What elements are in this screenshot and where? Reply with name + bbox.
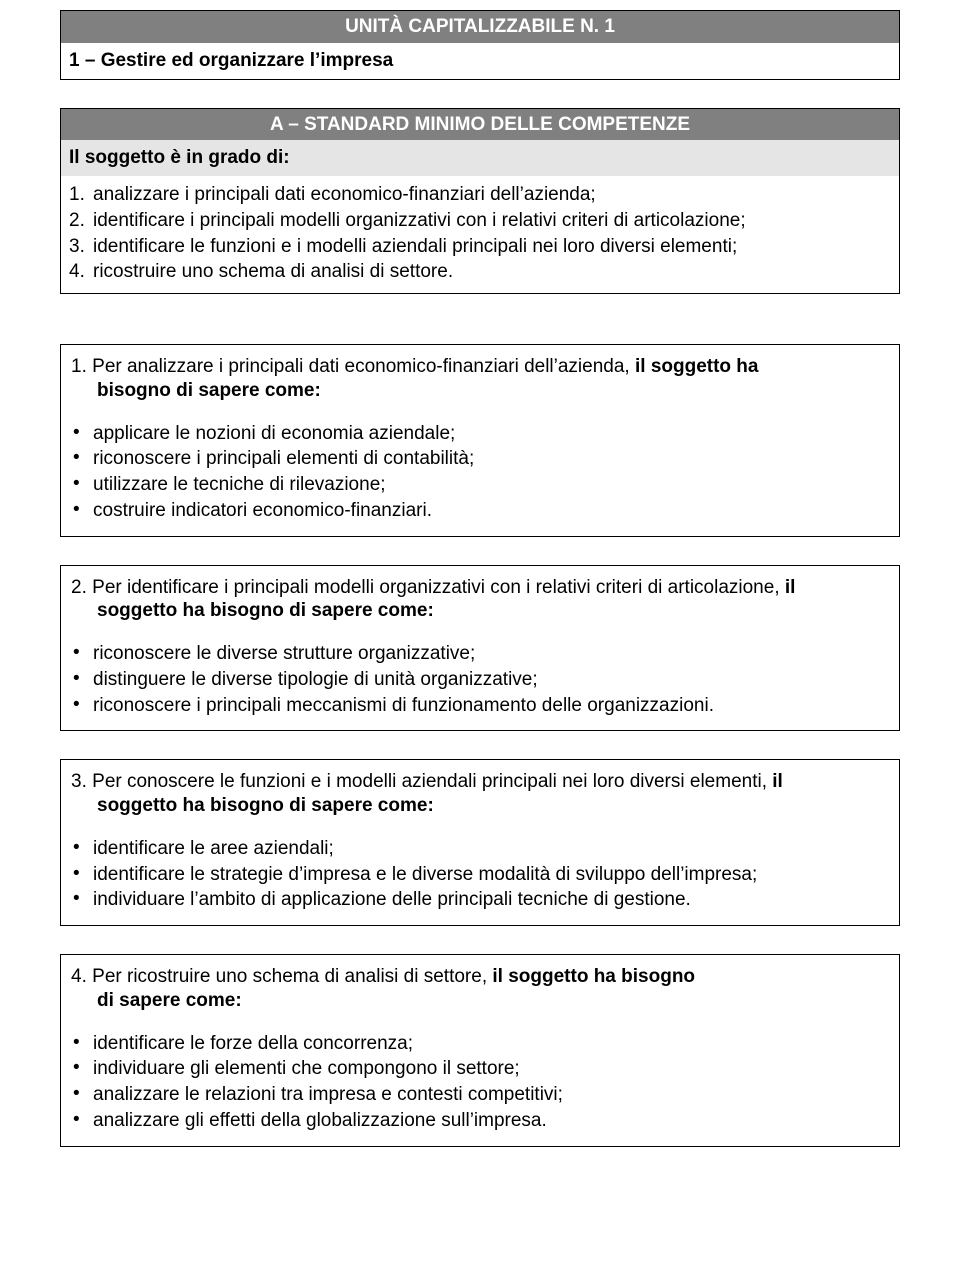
section-lead: Per identificare i principali modelli or… [92, 577, 785, 598]
standard-banner: A – STANDARD MINIMO DELLE COMPETENZE [60, 108, 900, 141]
section-num: 3. [71, 771, 87, 792]
overview-num: 3. [69, 235, 93, 259]
section-num: 4. [71, 966, 87, 987]
overview-text: identificare le funzioni e i modelli azi… [93, 236, 737, 257]
bullet-list: riconoscere le diverse strutture organiz… [71, 641, 889, 718]
bullet-item: costruire indicatori economico-finanziar… [71, 498, 889, 524]
bullet-item: applicare le nozioni di economia azienda… [71, 421, 889, 447]
section-lead: Per ricostruire uno schema di analisi di… [92, 966, 492, 987]
section-title: 4. Per ricostruire uno schema di analisi… [71, 965, 889, 1013]
bullet-list: applicare le nozioni di economia azienda… [71, 421, 889, 524]
section-bold-2: di sapere come: [71, 989, 889, 1013]
bullet-item: identificare le aree aziendali; [71, 836, 889, 862]
section-num: 2. [71, 577, 87, 598]
section-box-3: 3. Per conoscere le funzioni e i modelli… [60, 759, 900, 926]
section-lead: Per conoscere le funzioni e i modelli az… [92, 771, 772, 792]
section-title: 1. Per analizzare i principali dati econ… [71, 355, 889, 403]
section-bold-1: il [772, 771, 783, 792]
section-bold-2: soggetto ha bisogno di sapere come: [71, 794, 889, 818]
section-box-2: 2. Per identificare i principali modelli… [60, 565, 900, 732]
bullet-item: identificare le forze della concorrenza; [71, 1031, 889, 1057]
intro-line: Il soggetto è in grado di: [61, 140, 899, 176]
overview-item: 3.identificare le funzioni e i modelli a… [69, 234, 891, 260]
unit-title: UNITÀ CAPITALIZZABILE N. 1 [61, 11, 899, 43]
overview-item: 4.ricostruire uno schema di analisi di s… [69, 259, 891, 285]
overview-text: identificare i principali modelli organi… [93, 210, 746, 231]
section-box-1: 1. Per analizzare i principali dati econ… [60, 344, 900, 537]
bullet-item: individuare l’ambito di applicazione del… [71, 887, 889, 913]
overview-num: 4. [69, 260, 93, 284]
bullet-item: utilizzare le tecniche di rilevazione; [71, 472, 889, 498]
bullet-item: identificare le strategie d’impresa e le… [71, 862, 889, 888]
overview-item: 2.identificare i principali modelli orga… [69, 208, 891, 234]
bullet-item: riconoscere i principali meccanismi di f… [71, 693, 889, 719]
bullet-list: identificare le aree aziendali; identifi… [71, 836, 889, 913]
bullet-item: analizzare le relazioni tra impresa e co… [71, 1082, 889, 1108]
section-bold-1: il soggetto ha bisogno [492, 966, 695, 987]
section-box-4: 4. Per ricostruire uno schema di analisi… [60, 954, 900, 1147]
bullet-item: analizzare gli effetti della globalizzaz… [71, 1108, 889, 1134]
bullet-item: individuare gli elementi che compongono … [71, 1056, 889, 1082]
overview-list: 1.analizzare i principali dati economico… [61, 176, 899, 293]
bullet-list: identificare le forze della concorrenza;… [71, 1031, 889, 1134]
overview-num: 1. [69, 183, 93, 207]
intro-wrap: Il soggetto è in grado di: 1.analizzare … [60, 140, 900, 294]
overview-text: analizzare i principali dati economico-f… [93, 184, 596, 205]
section-num: 1. [71, 356, 87, 377]
section-lead: Per analizzare i principali dati economi… [92, 356, 635, 377]
section-title: 3. Per conoscere le funzioni e i modelli… [71, 770, 889, 818]
unit-subtitle: 1 – Gestire ed organizzare l’impresa [61, 43, 899, 79]
bullet-item: riconoscere i principali elementi di con… [71, 446, 889, 472]
section-bold-1: il soggetto ha [635, 356, 759, 377]
overview-num: 2. [69, 209, 93, 233]
bullet-item: distinguere le diverse tipologie di unit… [71, 667, 889, 693]
section-bold-2: bisogno di sapere come: [71, 379, 889, 403]
overview-text: ricostruire uno schema di analisi di set… [93, 261, 453, 282]
header-box: UNITÀ CAPITALIZZABILE N. 1 1 – Gestire e… [60, 10, 900, 80]
section-title: 2. Per identificare i principali modelli… [71, 576, 889, 624]
overview-item: 1.analizzare i principali dati economico… [69, 182, 891, 208]
section-bold-2: soggetto ha bisogno di sapere come: [71, 599, 889, 623]
bullet-item: riconoscere le diverse strutture organiz… [71, 641, 889, 667]
section-bold-1: il [785, 577, 796, 598]
